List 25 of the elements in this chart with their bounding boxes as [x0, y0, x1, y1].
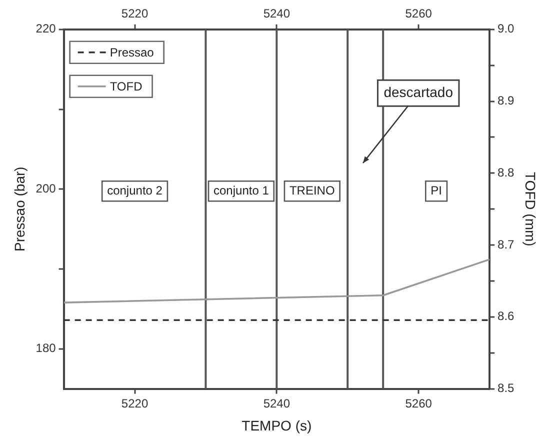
y-tick-label: 180	[36, 341, 56, 356]
annotation: descartado	[384, 84, 454, 100]
y-tick-label: 220	[36, 22, 56, 36]
legend-label: Pressao	[110, 46, 154, 60]
annotation: conjunto 2	[107, 183, 163, 198]
x-tick-label: 5240	[263, 396, 290, 410]
annotation: conjunto 1	[214, 183, 270, 198]
annotation: TREINO	[289, 183, 335, 198]
y-axis-title: Pressao (bar)	[11, 166, 28, 252]
x-tick-label: 5260	[405, 396, 432, 410]
x-tick-label: 5220	[121, 396, 148, 410]
x2-tick-label: 5240	[263, 6, 290, 21]
y2-tick-label: 8.8	[498, 165, 515, 180]
y2-tick-label: 8.9	[498, 94, 515, 108]
x2-tick-label: 5260	[405, 6, 432, 21]
y2-tick-label: 8.5	[498, 381, 515, 396]
x2-tick-label: 5220	[121, 6, 148, 21]
y2-tick-label: 8.6	[498, 309, 515, 324]
legend-label: TOFD	[110, 80, 143, 94]
y-tick-label: 200	[36, 181, 56, 196]
annotation: PI	[430, 183, 442, 198]
x-axis-title: TEMPO (s)	[242, 417, 312, 434]
y2-axis-title: TOFD (mm)	[522, 172, 539, 246]
y2-tick-label: 9.0	[498, 22, 515, 36]
y2-tick-label: 8.7	[498, 237, 515, 252]
